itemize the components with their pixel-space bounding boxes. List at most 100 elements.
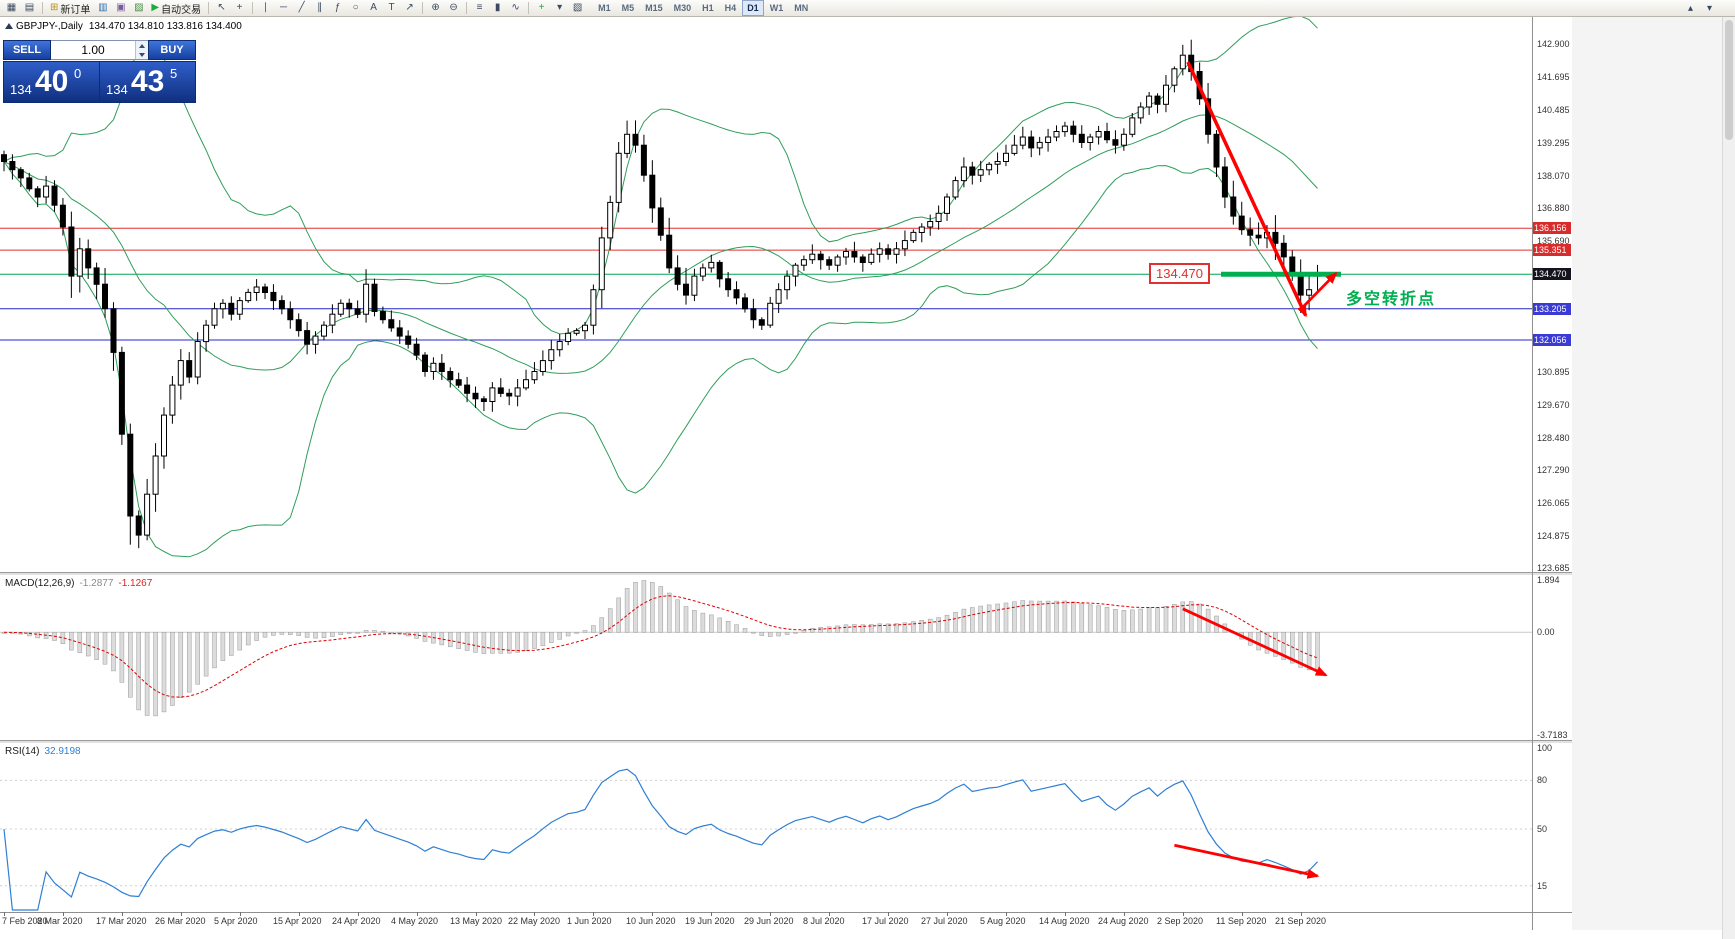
timeframe-d1-button[interactable]: D1 xyxy=(742,0,764,16)
tile-windows-icon: ▤ xyxy=(24,2,35,13)
time-axis-label: 21 Sep 2020 xyxy=(1275,916,1327,926)
terminal-icon: ▨ xyxy=(134,2,144,13)
bar-chart-button[interactable]: ≡ xyxy=(471,1,488,16)
macd-canvas[interactable] xyxy=(0,575,1532,740)
toolbar-separator xyxy=(208,2,210,14)
fibonacci-button[interactable]: ƒ xyxy=(329,1,346,16)
indicators-button[interactable]: + xyxy=(533,1,550,16)
macd-name: MACD(12,26,9) xyxy=(5,578,75,589)
zoom-in-button[interactable]: ⊕ xyxy=(427,1,444,16)
time-axis-tick xyxy=(181,912,182,916)
panel-divider[interactable] xyxy=(0,572,1572,575)
price-axis-line-label: 135.351 xyxy=(1533,244,1571,256)
timeframe-m30-button[interactable]: M30 xyxy=(673,3,692,13)
chart-symbol-label: GBPJPY-,Daily xyxy=(16,21,83,32)
arrow-objects-button[interactable]: ↗ xyxy=(401,1,418,16)
time-axis-tick xyxy=(240,912,241,916)
volume-up-button[interactable] xyxy=(136,41,148,50)
timeframe-group: M1 M5 M15 M30 H1 H4 D1 W1 MN xyxy=(593,0,813,16)
autotrading-button[interactable]: ▶ 自动交易 xyxy=(148,1,204,16)
bid-quote-button[interactable]: 134 40 0 xyxy=(3,61,99,103)
toolbar-overflow-up-button[interactable]: ▴ xyxy=(1687,2,1694,14)
one-click-trading-panel: SELL 1.00 BUY 134 40 0 134 xyxy=(3,40,196,103)
ask-price-main: 43 xyxy=(131,65,165,98)
terminal-button[interactable]: ▨ xyxy=(130,1,147,16)
toolbar-overflow-down-button[interactable]: ▾ xyxy=(1706,2,1713,14)
time-axis-separator xyxy=(0,912,1572,913)
cursor-button[interactable]: ↖ xyxy=(213,1,230,16)
time-axis-tick xyxy=(4,912,5,916)
buy-button[interactable]: BUY xyxy=(148,40,196,60)
data-window-button[interactable]: ▣ xyxy=(112,1,129,16)
time-axis-tick xyxy=(829,912,830,916)
templates-button[interactable]: ▧ xyxy=(569,1,586,16)
ask-quote-button[interactable]: 134 43 5 xyxy=(99,61,196,103)
time-axis-label: 10 Jun 2020 xyxy=(626,916,676,926)
one-click-toggle-icon[interactable] xyxy=(5,23,13,29)
vertical-scrollbar[interactable] xyxy=(1722,17,1735,939)
shapes-button[interactable]: ○ xyxy=(347,1,364,16)
candlestick-chart-button[interactable]: ▮ xyxy=(489,1,506,16)
panel-divider[interactable] xyxy=(0,740,1572,743)
autotrading-icon: ▶ xyxy=(151,2,160,13)
rsi-axis-tick: 50 xyxy=(1537,824,1548,834)
price-level-tag[interactable]: 134.470 xyxy=(1149,263,1210,284)
rsi-canvas[interactable] xyxy=(0,743,1532,912)
timeframe-m15-button[interactable]: M15 xyxy=(645,3,663,13)
price-axis-tick: 138.070 xyxy=(1537,171,1570,181)
channel-button[interactable]: ∥ xyxy=(311,1,328,16)
time-axis-label: 29 Jun 2020 xyxy=(744,916,794,926)
trendline-button[interactable]: ╱ xyxy=(293,1,310,16)
timeframe-m5-button[interactable]: M5 xyxy=(621,3,635,13)
vertical-line-button[interactable]: ∣ xyxy=(257,1,274,16)
price-axis-line-label: 133.205 xyxy=(1533,303,1571,315)
volume-down-button[interactable] xyxy=(136,50,148,59)
timeframe-m1-button[interactable]: M1 xyxy=(598,3,611,13)
turning-point-note[interactable]: 多空转折点 xyxy=(1346,291,1437,308)
rsi-value: 32.9198 xyxy=(44,746,81,757)
timeframe-mn-button[interactable]: MN xyxy=(794,3,809,13)
price-axis-tick: 140.485 xyxy=(1537,105,1570,115)
timeframe-h1-button[interactable]: H1 xyxy=(702,3,714,13)
periods-dropdown-icon: ▾ xyxy=(557,2,563,13)
time-axis-tick xyxy=(122,912,123,916)
new-chart-button[interactable]: ▦ xyxy=(3,1,20,16)
price-axis-tick: 126.065 xyxy=(1537,498,1570,508)
market-watch-button[interactable]: ▥ xyxy=(94,1,111,16)
new-order-button[interactable]: ⊞ 新订单 xyxy=(47,1,93,16)
macd-axis-tick: 1.894 xyxy=(1537,575,1560,585)
shapes-icon: ○ xyxy=(352,2,359,13)
time-axis-tick xyxy=(534,912,535,916)
time-axis-label: 14 Aug 2020 xyxy=(1039,916,1090,926)
macd-main-value: -1.2877 xyxy=(79,578,114,589)
new-order-icon: ⊞ xyxy=(50,2,59,13)
tile-windows-button[interactable]: ▤ xyxy=(21,1,38,16)
timeframe-w1-button[interactable]: W1 xyxy=(769,3,784,13)
rsi-axis-tick: 100 xyxy=(1537,743,1553,753)
zoom-out-button[interactable]: ⊖ xyxy=(445,1,462,16)
line-chart-button[interactable]: ∿ xyxy=(507,1,524,16)
up-arrow-icon xyxy=(139,43,145,48)
horizontal-line-button[interactable]: ─ xyxy=(275,1,292,16)
text-label-button[interactable]: A xyxy=(365,1,382,16)
bid-price-prefix: 134 xyxy=(10,82,32,97)
zoom-in-icon: ⊕ xyxy=(431,2,440,13)
time-axis-tick xyxy=(417,912,418,916)
timeframe-h4-button[interactable]: H4 xyxy=(724,3,737,13)
time-axis-label: 22 May 2020 xyxy=(508,916,561,926)
chart-title: GBPJPY-,Daily 134.470 134.810 133.816 134… xyxy=(16,21,242,32)
periods-dropdown-button[interactable]: ▾ xyxy=(551,1,568,16)
scrollbar-thumb[interactable] xyxy=(1725,20,1733,140)
volume-field[interactable]: 1.00 xyxy=(51,40,148,60)
ask-price-prefix: 134 xyxy=(106,82,128,97)
time-axis-label: 4 May 2020 xyxy=(391,916,439,926)
vertical-line-icon: ∣ xyxy=(263,2,269,13)
time-axis-tick xyxy=(652,912,653,916)
price-chart-canvas[interactable] xyxy=(0,17,1532,572)
volume-value[interactable]: 1.00 xyxy=(81,43,105,57)
macd-signal-value: -1.1267 xyxy=(118,578,153,589)
crosshair-button[interactable]: + xyxy=(231,1,248,16)
text-tool-button[interactable]: T xyxy=(383,1,400,16)
sell-button[interactable]: SELL xyxy=(3,40,51,60)
time-axis-label: 11 Sep 2020 xyxy=(1216,916,1267,926)
